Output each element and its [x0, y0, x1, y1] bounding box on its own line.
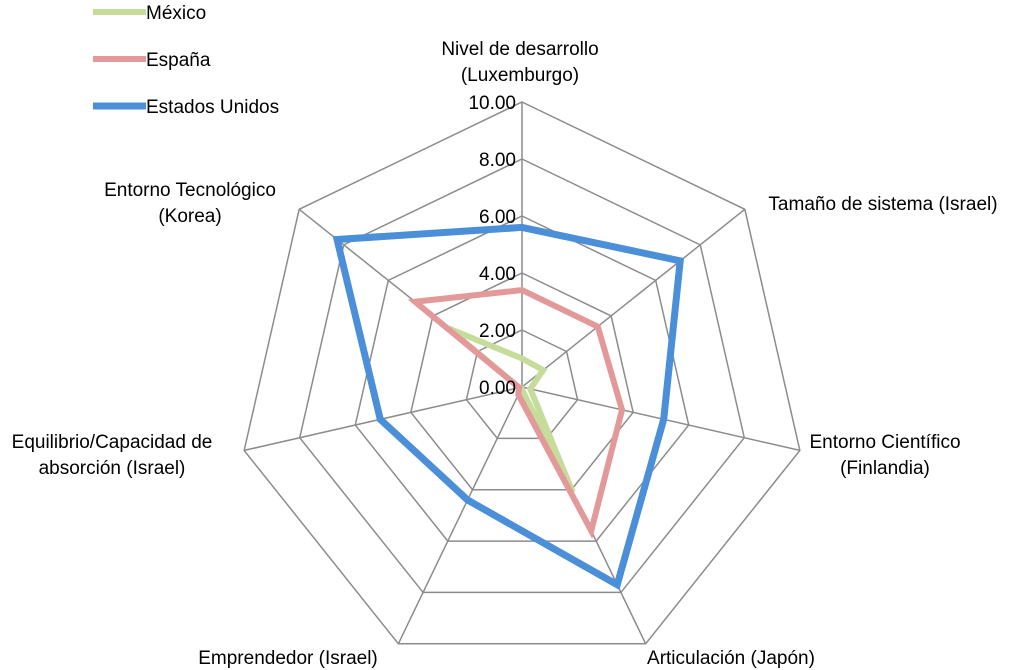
series-line-2: [407, 287, 626, 540]
tick-label: 0.00: [479, 378, 516, 399]
grid-spoke-5: [397, 386, 523, 645]
legend-label-3: Estados Unidos: [146, 97, 279, 118]
legend: México España Estados Unidos: [93, 3, 279, 118]
category-labels: Nivel de desarrollo (Luxemburgo) Tamaño de…: [12, 39, 998, 669]
radar-series: [332, 223, 685, 590]
category-label-1: Nivel de desarrollo (Luxemburgo): [441, 39, 598, 86]
legend-label-1: México: [146, 3, 206, 24]
grid-ring-3: [354, 215, 690, 542]
radial-tick-labels: 0.00 2.00 4.00 6.00 8.00 10.00: [468, 93, 516, 399]
tick-label: 8.00: [479, 150, 516, 171]
category-label-3: Entorno Científico (Finlandia): [809, 432, 960, 479]
series-line-3: [332, 223, 685, 590]
grid-spoke-2: [521, 208, 746, 388]
tick-label: 4.00: [479, 264, 516, 285]
tick-label: 6.00: [479, 207, 516, 228]
grid-ring-2: [410, 272, 634, 491]
tick-label: 2.00: [479, 321, 516, 342]
legend-label-2: España: [146, 50, 211, 71]
grid-ring-5: [243, 101, 801, 645]
category-label-6: Equilibrio/Capacidad de absorción (Israel…: [12, 432, 213, 479]
radar-grid: [243, 101, 801, 645]
category-label-5: Emprendedor (Israel): [198, 648, 378, 669]
category-label-4: Articulación (Japón): [647, 648, 815, 669]
category-label-2: Tamaño de sistema (Israel): [768, 194, 997, 215]
grid-ring-4: [298, 158, 746, 594]
category-label-7: Entorno Tecnológico (Korea): [104, 180, 276, 227]
grid-ring-1: [465, 329, 579, 440]
tick-label: 10.00: [468, 93, 516, 114]
